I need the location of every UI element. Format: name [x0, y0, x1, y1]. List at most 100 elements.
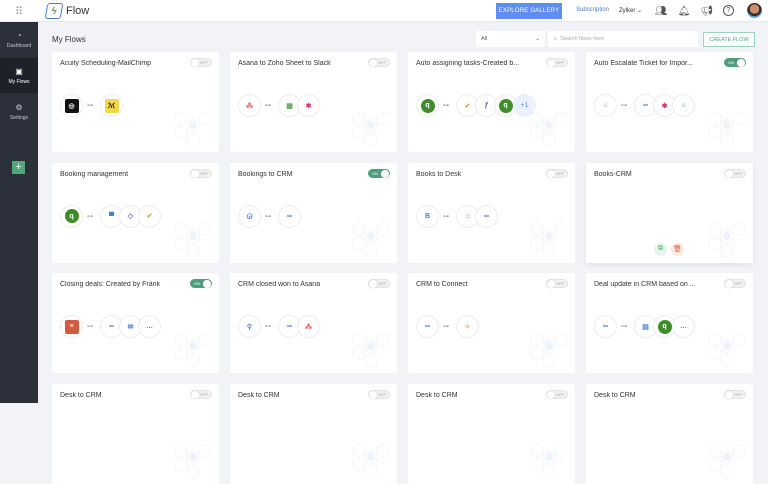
hexagon-pattern	[527, 221, 568, 258]
zoho-forms-glyph: ▤	[638, 319, 653, 334]
status-toggle[interactable]: OFF	[190, 58, 212, 67]
status-toggle[interactable]: OFF	[546, 390, 568, 400]
quickbooks-glyph: q	[498, 98, 513, 113]
add-button[interactable]: +	[12, 161, 25, 174]
zoho-desk-glyph: ⌂	[598, 98, 613, 113]
slack-icon: ✱	[297, 94, 320, 117]
status-toggle[interactable]: OFF	[368, 390, 390, 400]
card-actions: ⧉ 🗑︎	[654, 242, 684, 256]
bell-icon[interactable]: 🔔︎	[677, 5, 691, 17]
sidebar-item-label: Settings	[9, 114, 29, 121]
gauge-icon: ◔	[16, 30, 22, 40]
mailchimp-glyph: ℳ	[104, 98, 119, 113]
flow-title: Deal update in CRM based on ...	[594, 281, 696, 289]
connector-icon: ⊶	[265, 103, 271, 109]
flow-card[interactable]: Desk to CRM OFF	[230, 384, 397, 484]
avatar[interactable]	[747, 3, 762, 18]
status-toggle[interactable]: ON	[724, 58, 746, 67]
hexagon-pattern	[705, 331, 746, 368]
explore-gallery-button[interactable]: EXPLORE GALLERY	[496, 3, 562, 19]
zoho-crm-glyph: ∞	[104, 319, 119, 334]
todo-icon: ✔	[138, 204, 161, 228]
cliq-glyph: …	[142, 319, 157, 334]
status-toggle[interactable]: ON	[190, 279, 212, 289]
zoho-crm-icon: ∞	[416, 315, 439, 339]
flow-card[interactable]: Books to Desk OFF B ⊶ ⌂ ∞	[408, 162, 575, 263]
status-toggle[interactable]: OFF	[368, 279, 390, 289]
connector-icon: ⊶	[87, 103, 93, 109]
zoho-crm-icon: ∞	[100, 315, 123, 339]
zoho-crm-glyph: ∞	[282, 319, 297, 334]
subscription-link[interactable]: Subscription	[576, 7, 610, 13]
hexagon-pattern	[705, 442, 746, 479]
help-icon[interactable]: ?	[723, 5, 734, 16]
flow-card[interactable]: Deal update in CRM based on ... OFF ∞ ⊶ ▤ q…	[586, 273, 753, 374]
status-toggle[interactable]: OFF	[724, 390, 746, 400]
megaphone-icon[interactable]: 📢︎	[700, 5, 714, 17]
flow-card[interactable]: CRM to Connect OFF ∞ ⊶ ⁘	[408, 273, 575, 374]
flow-title: CRM to Connect	[416, 281, 468, 289]
webhook-icon: ⚲	[238, 315, 261, 339]
zoho-crm-glyph: ∞	[282, 209, 297, 224]
asana-glyph: ⁂	[301, 319, 316, 334]
function-glyph: ƒ	[479, 98, 494, 113]
status-toggle[interactable]: OFF	[546, 279, 568, 289]
flow-card[interactable]: Books-CRM OFF ⧉ 🗑︎	[586, 162, 753, 263]
chat-icon: ▀	[100, 204, 123, 228]
zoho-crm-icon: ∞	[278, 315, 301, 339]
flow-card[interactable]: Closing deals: Created by Frank ON ≡ ⊶ ∞ ✉…	[52, 273, 219, 374]
app-grid-icon[interactable]: ⠿	[14, 5, 24, 18]
zoho-desk-icon: ⌂	[594, 94, 617, 117]
create-flow-button[interactable]: CREATE FLOW	[703, 32, 755, 47]
connector-icon: ⊶	[87, 324, 93, 331]
quickbooks-glyph: q	[64, 209, 79, 224]
todo-glyph: ✔	[460, 98, 475, 113]
bookings-glyph: ◶	[242, 209, 257, 224]
projects-icon: ◇	[119, 204, 142, 228]
hexagon-pattern	[171, 110, 212, 147]
flow-card[interactable]: Desk to CRM OFF	[52, 384, 219, 484]
status-toggle[interactable]: ON	[368, 168, 390, 178]
status-toggle[interactable]: OFF	[368, 58, 390, 67]
flow-title: CRM closed won to Asana	[238, 281, 321, 289]
asana-icon: ⁂	[297, 315, 320, 339]
org-label: Zylker	[619, 8, 636, 14]
flow-card[interactable]: Bookings to CRM ON ◶ ⊶ ∞	[230, 162, 397, 263]
zoho-notebook-glyph: ≡	[64, 319, 79, 334]
sidebar-item-settings[interactable]: ⚙ Settings	[0, 94, 38, 129]
flow-card[interactable]: Desk to CRM OFF	[408, 384, 575, 484]
flow-card[interactable]: Asana to Zoho Sheet to Slack OFF ⁂ ⊶ ▦ ✱	[230, 52, 397, 152]
logo[interactable]: ϟ Flow	[44, 3, 89, 19]
flow-card[interactable]: Acuity Scheduling-MailChimp OFF ◎ ⊶ ℳ	[52, 52, 219, 152]
sidebar-item-label: Dashboard	[6, 42, 32, 49]
flow-title: Closing deals: Created by Frank	[60, 281, 160, 289]
flow-card[interactable]: Desk to CRM OFF	[586, 384, 753, 484]
filter-select[interactable]: All ⌄	[476, 31, 546, 47]
flow-card[interactable]: CRM closed won to Asana OFF ⚲ ⊶ ∞ ⁂	[230, 273, 397, 374]
users-icon[interactable]: 👥︎	[654, 5, 668, 17]
status-toggle[interactable]: OFF	[190, 390, 212, 400]
status-toggle[interactable]: OFF	[546, 58, 568, 67]
asana-glyph: ⁂	[242, 98, 257, 113]
org-switcher[interactable]: Zylker ⌄	[619, 7, 642, 14]
trash-icon[interactable]: 🗑︎	[671, 242, 684, 256]
hexagon-pattern	[171, 331, 212, 368]
mailchimp-icon: ℳ	[100, 94, 123, 117]
slack-glyph: ✱	[657, 98, 672, 113]
status-toggle[interactable]: OFF	[724, 168, 746, 178]
zoho-desk-glyph: ⌂	[676, 98, 691, 113]
search-input[interactable]: ⌕ Search flows here	[548, 31, 698, 47]
status-toggle[interactable]: OFF	[724, 279, 746, 289]
copy-icon[interactable]: ⧉	[654, 242, 667, 256]
flow-card[interactable]: Booking management OFF q ⊶ ▀ ◇ ✔	[52, 162, 219, 263]
flow-card[interactable]: Auto Escalate Ticket for Impor... ON ⌂ ⊶ ∞ ✱ ⌂	[586, 52, 753, 152]
hexagon-pattern	[527, 110, 568, 147]
zoho-crm-icon: ∞	[594, 315, 617, 339]
sidebar-item-my-flows[interactable]: ▣ My Flows	[0, 58, 38, 93]
sidebar-item-dashboard[interactable]: ◔ Dashboard	[0, 22, 38, 57]
hexagon-pattern	[349, 331, 390, 368]
status-toggle[interactable]: OFF	[190, 168, 212, 178]
flow-card[interactable]: Auto assigning tasks-Created b... OFF q ⊶ ✔ ƒ…	[408, 52, 575, 152]
top-bar: ⠿ ϟ Flow EXPLORE GALLERY Subscription Zyl…	[0, 0, 768, 22]
status-toggle[interactable]: OFF	[546, 168, 568, 178]
